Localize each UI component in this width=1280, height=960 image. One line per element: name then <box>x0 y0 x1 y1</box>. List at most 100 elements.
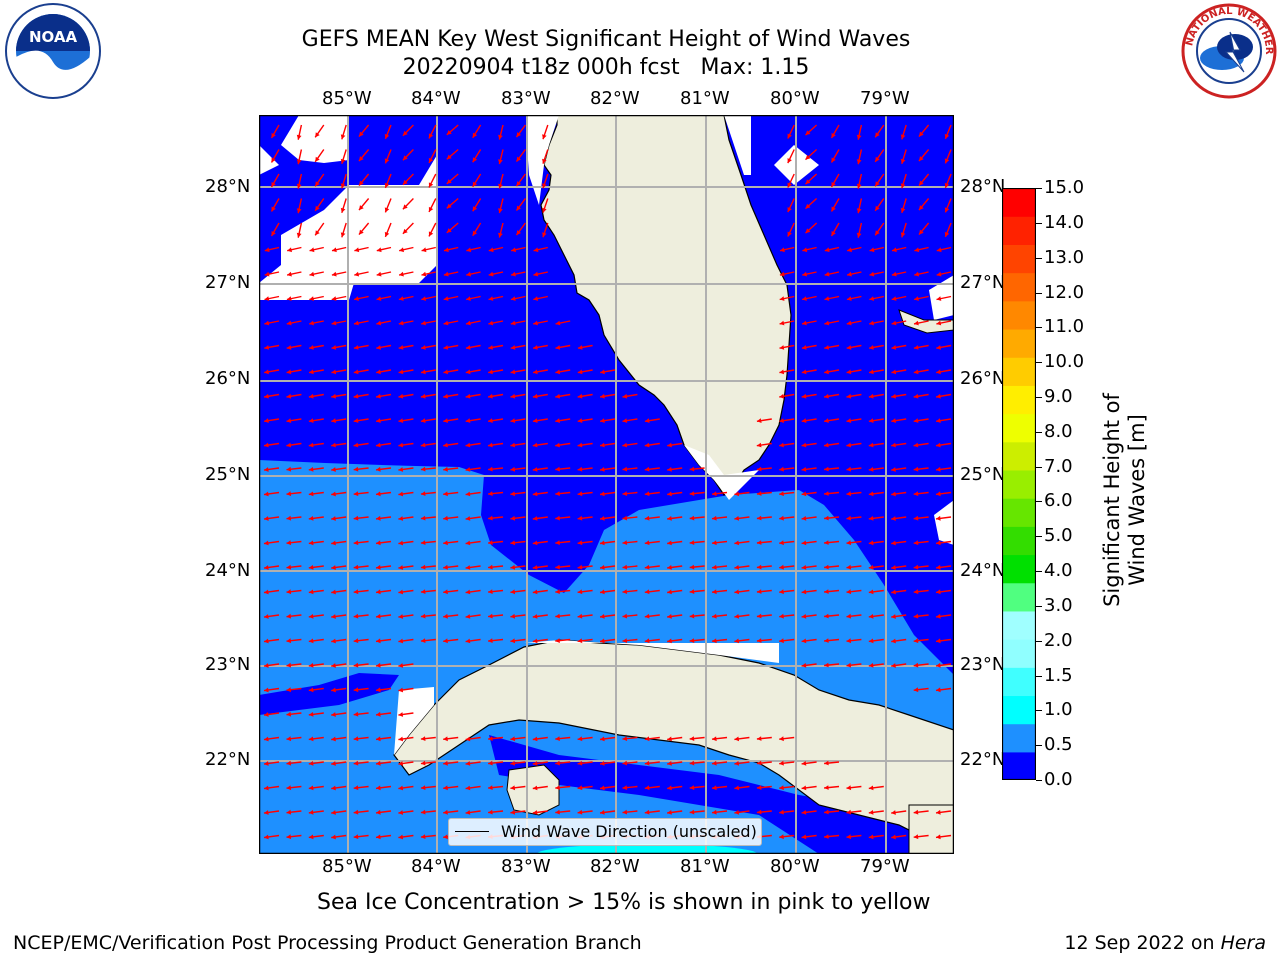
wave-direction-arrowhead <box>420 515 426 521</box>
colorbar-tick-mark <box>1036 501 1042 503</box>
wave-direction-arrowhead <box>271 182 276 187</box>
lat-tick-right-3: 26°N <box>960 368 1006 389</box>
wave-direction-arrowhead <box>734 736 740 742</box>
wave-direction-arrowhead <box>398 565 404 570</box>
wave-direction-arrowhead <box>805 154 811 160</box>
wave-direction-arrowhead <box>264 565 269 570</box>
wave-direction-arrowhead <box>264 638 269 644</box>
wave-direction-arrowhead <box>532 638 538 644</box>
wave-direction-arrowhead <box>667 589 672 595</box>
wave-direction-arrowhead <box>286 296 292 301</box>
map-frame <box>259 115 954 854</box>
wave-direction-arrowhead <box>402 228 408 234</box>
wave-direction-arrowhead <box>533 369 538 375</box>
wave-direction-arrowhead <box>734 589 740 595</box>
wave-direction-arrowhead <box>264 687 269 693</box>
wave-direction-arrowhead <box>510 785 516 791</box>
wave-direction-arrowhead <box>555 466 560 472</box>
wave-direction-arrowhead <box>875 205 880 211</box>
wave-direction-arrowhead <box>376 809 381 815</box>
wave-direction-arrowhead <box>498 134 503 140</box>
wave-direction-arrowhead <box>779 491 784 497</box>
wave-direction-arrowhead <box>376 785 381 791</box>
wave-direction-arrowhead <box>891 271 897 277</box>
land-bahamas-small <box>908 804 954 854</box>
wave-direction-arrowhead <box>516 205 521 211</box>
wave-direction-arrowhead <box>398 418 404 423</box>
wave-direction-arrowhead <box>359 229 364 235</box>
wave-direction-arrowhead <box>846 785 852 791</box>
wave-direction-arrowhead <box>779 785 784 791</box>
wave-direction-arrowhead <box>891 663 896 668</box>
wave-direction-arrowhead <box>846 442 852 448</box>
wave-direction-arrowhead <box>891 345 897 350</box>
wave-direction-arrowhead <box>936 320 942 326</box>
wave-direction-arrowhead <box>891 834 896 840</box>
wave-direction-arrowhead <box>331 810 336 815</box>
wave-direction-arrowhead <box>286 662 292 668</box>
colorbar-tick-label: 13.0 <box>1044 246 1085 268</box>
wave-direction-arrowhead <box>264 540 269 546</box>
wave-direction-arrowhead <box>421 320 426 326</box>
wave-direction-arrowhead <box>510 418 516 423</box>
wave-direction-arrowhead <box>532 736 538 742</box>
wave-direction-arrowhead <box>353 613 359 619</box>
wave-direction-arrowhead <box>846 418 852 423</box>
wave-direction-arrowhead <box>555 540 560 545</box>
wave-direction-arrowhead <box>376 736 381 742</box>
wave-direction-arrowhead <box>359 156 364 162</box>
wave-direction-arrowhead <box>443 345 449 350</box>
wave-direction-arrowhead <box>465 516 471 521</box>
wave-direction-arrowhead <box>532 785 538 791</box>
wave-direction-arrowhead <box>913 589 919 595</box>
wave-direction-arrowhead <box>376 711 381 717</box>
wave-direction-arrowhead <box>644 515 650 521</box>
wave-direction-arrowhead <box>869 247 875 253</box>
wave-direction-arrowhead <box>286 613 292 619</box>
wave-direction-arrowhead <box>532 393 538 399</box>
wave-direction-arrowhead <box>488 638 493 643</box>
wave-direction-arrowhead <box>600 369 605 375</box>
wave-direction-arrowhead <box>376 442 381 448</box>
wave-direction-arrowhead <box>622 466 628 472</box>
colorbar-tick-mark <box>1036 362 1042 364</box>
wave-direction-arrowhead <box>353 345 359 350</box>
wave-direction-arrowhead <box>600 393 605 399</box>
wave-direction-arrowhead <box>824 662 829 668</box>
wave-direction-arrowhead <box>533 320 538 326</box>
wave-direction-arrowhead <box>420 418 426 423</box>
wave-direction-arrowhead <box>555 418 560 423</box>
wave-direction-arrowhead <box>398 761 404 766</box>
wave-direction-arrowhead <box>846 393 852 399</box>
wave-direction-arrowhead <box>353 369 359 375</box>
wave-direction-arrowhead <box>488 785 493 790</box>
wave-direction-arrowhead <box>689 540 695 545</box>
wave-direction-arrowhead <box>787 182 792 188</box>
wave-direction-arrowhead <box>667 810 672 815</box>
wave-direction-arrowhead <box>420 613 426 619</box>
lon-tick-bottom-6: 80°W <box>770 856 820 877</box>
wave-direction-arrowhead <box>891 810 896 815</box>
colorbar-tick-label: 8.0 <box>1044 420 1073 442</box>
wave-direction-arrowhead <box>824 785 829 790</box>
wave-direction-arrowhead <box>308 540 314 546</box>
wave-direction-arrowhead <box>856 159 862 165</box>
wave-direction-arrowhead <box>801 810 807 815</box>
wave-direction-arrowhead <box>353 589 359 595</box>
wave-direction-arrowhead <box>488 491 493 496</box>
wave-direction-arrowhead <box>555 369 561 375</box>
wave-direction-arrowhead <box>466 320 471 326</box>
wave-direction-arrowhead <box>376 834 381 840</box>
wave-direction-arrowhead <box>331 369 337 375</box>
colorbar-tick-label: 3.0 <box>1044 594 1073 616</box>
wave-direction-arrowhead <box>542 232 547 238</box>
wave-direction-arrowhead <box>644 418 650 423</box>
colorbar-band <box>1002 413 1036 443</box>
wave-direction-arrowhead <box>622 613 628 619</box>
wave-direction-arrowhead <box>472 132 478 138</box>
wave-direction-arrowhead <box>622 736 628 741</box>
wave-direction-arrowhead <box>488 515 493 521</box>
wave-direction-arrowhead <box>353 711 359 717</box>
colorbar-band <box>1002 216 1036 245</box>
wave-direction-arrowhead <box>891 565 896 570</box>
